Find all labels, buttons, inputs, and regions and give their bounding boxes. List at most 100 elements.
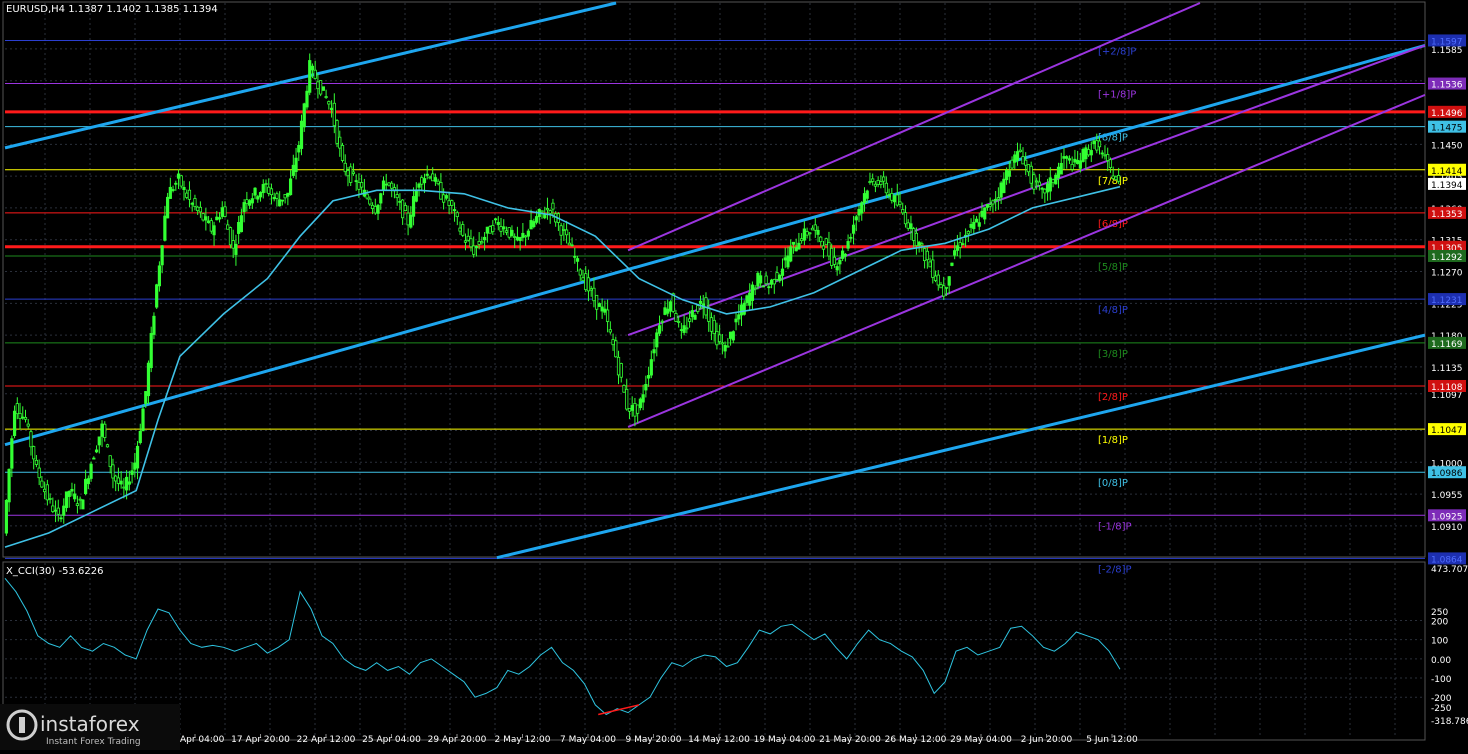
candle-body [592,287,596,302]
candle-body [1103,154,1107,157]
candle-body [737,314,741,320]
candle-body [305,90,309,108]
candle-body [48,498,52,500]
candle-body [100,423,104,437]
candle-body [832,256,837,265]
candle-body [633,403,637,417]
price-tick-label: 1.0955 [1431,491,1463,501]
candle-body [756,272,760,287]
candle-body [338,136,342,149]
candle-body [980,210,984,217]
candle-body [444,195,448,199]
candle-body [335,120,339,144]
candle-body [428,176,432,179]
candle-body [857,208,861,216]
candle-body [559,225,563,236]
candle-body [398,200,402,203]
candle-body [206,220,211,224]
murrey-label: [0/8]P [1098,478,1128,489]
candle-body [718,334,722,343]
candle-body [286,192,290,197]
instaforex-logo: instaforex Instant Forex Trading [0,704,180,750]
price-tick-label: 1.1135 [1431,364,1463,374]
candle-body [810,227,815,231]
cci-tick-label: 200 [1431,617,1448,627]
candle-body [294,157,298,172]
cci-indicator [4,577,1425,716]
candle-body [436,180,440,185]
candle-body [1073,158,1077,163]
candle-body [862,193,867,204]
candle-body [865,190,869,199]
candle-body [597,303,601,307]
cci-title: X_CCI(30) -53.6226 [6,566,103,577]
candle-body [1117,175,1121,182]
candle-body [29,431,33,448]
candle-body [969,224,973,228]
candle-body [824,238,828,246]
candle-body [698,300,703,304]
candle-body [384,183,388,186]
candle-body [209,220,213,232]
candle-body [573,256,577,258]
candle-body [329,107,334,111]
candle-body [827,241,831,257]
candle-body [961,243,965,246]
candle-body [712,319,716,335]
candle-body [545,208,550,211]
candle-body [977,222,981,227]
candle-body [12,410,17,436]
candle-body [685,327,689,330]
candle-body [767,286,771,289]
murrey-label: [3/8]P [1098,349,1128,360]
candle-body [928,261,932,268]
candle-body [914,232,919,247]
murrey-label: [7/8]P [1098,176,1128,187]
candle-body [789,246,793,262]
candle-body [890,193,894,201]
time-label: 22 Apr 12:00 [297,735,356,745]
candle-body [994,198,998,201]
candle-body [1037,181,1041,186]
candle-body [417,183,421,188]
price-tag-label: 1.1292 [1431,253,1463,263]
cci-tick-label: -250 [1431,704,1452,714]
candle-body [1059,162,1063,175]
price-tag [1428,105,1466,118]
cci-tick-label: -200 [1431,694,1452,704]
candle-body [247,200,252,206]
candle-body [649,359,653,376]
candle-body [898,201,902,205]
price-tag [1428,163,1466,176]
candle-body [40,480,44,488]
price-tick-label: 1.1270 [1431,269,1463,279]
candle-body [198,206,202,213]
candle-body [425,173,429,176]
candle-body [43,488,47,493]
candle-body [258,192,263,198]
price-tag-label: 1.1231 [1431,296,1463,306]
candle-body [682,325,686,333]
candle-body [395,194,399,199]
candle-body [753,287,757,290]
murrey-label: [1/8]P [1098,435,1128,446]
blue-channel-line [496,333,1426,560]
time-label: 17 Apr 20:00 [231,735,290,745]
candle-body [605,309,610,322]
candle-body [108,455,112,467]
candle-body [73,493,77,500]
candle-body [193,198,197,207]
candle-body [116,477,121,484]
candle-body [1013,154,1017,163]
candle-body [103,423,107,438]
candle-body [868,181,872,183]
candle-body [854,216,858,221]
candle-body [458,227,462,232]
candle-body [365,193,369,199]
candle-body [504,230,509,233]
candle-body [1078,160,1082,169]
candle-body [925,250,929,261]
candle-body [513,236,517,238]
